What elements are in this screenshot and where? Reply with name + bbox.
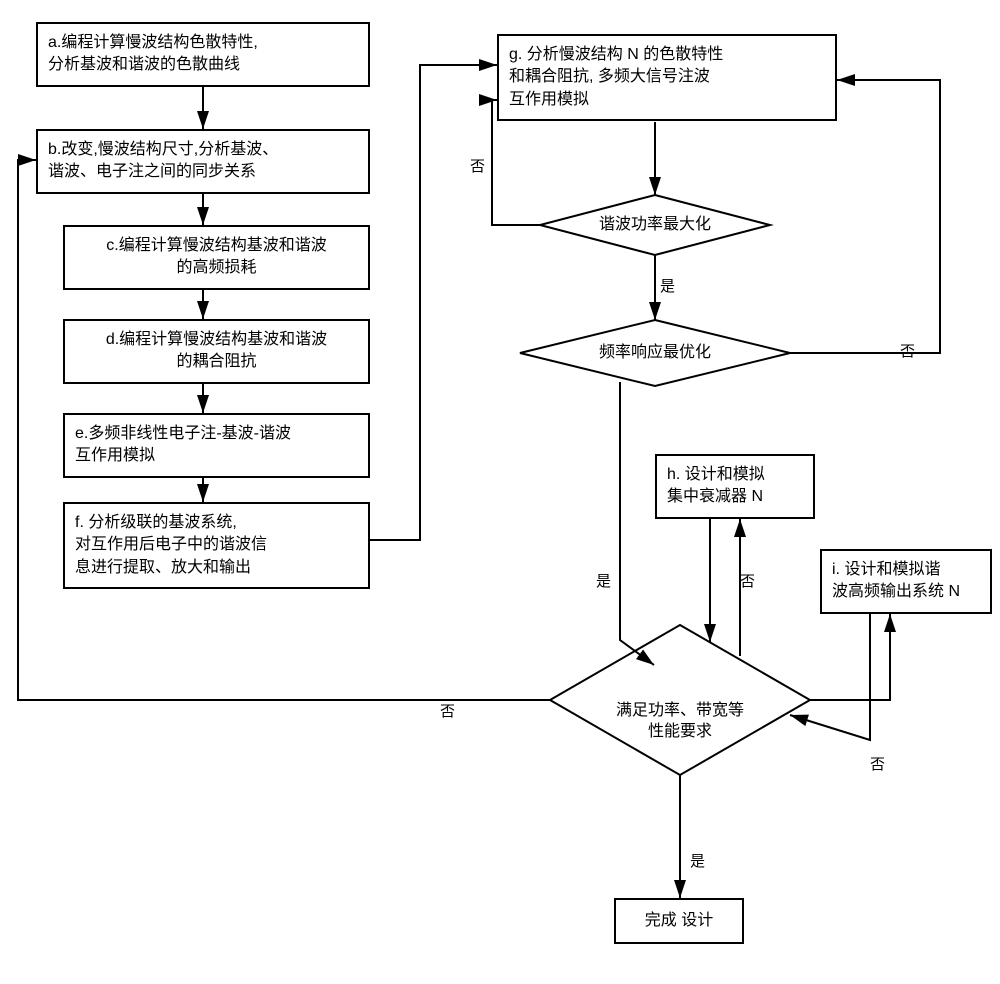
box-f: f. 分析级联的基波系统, 对互作用后电子中的谐波信 息进行提取、放大和输出 xyxy=(63,502,370,589)
box-e-text: e.多频非线性电子注-基波-谐波 互作用模拟 xyxy=(75,425,291,464)
box-a-text: a.编程计算慢波结构色散特性, 分析基波和谐波的色散曲线 xyxy=(48,34,258,73)
box-c-text: c.编程计算慢波结构基波和谐波 的高频损耗 xyxy=(106,237,326,276)
diamond-3-text: 满足功率、带宽等 性能要求 xyxy=(580,680,780,742)
diamond-2-text: 频率响应最优化 xyxy=(570,343,740,364)
label-yes-2: 是 xyxy=(596,570,611,591)
box-e: e.多频非线性电子注-基波-谐波 互作用模拟 xyxy=(63,413,370,478)
label-no-5: 否 xyxy=(870,753,885,774)
label-yes-1: 是 xyxy=(660,275,675,296)
box-h: h. 设计和模拟 集中衰减器 N xyxy=(655,454,815,519)
box-d-text: d.编程计算慢波结构基波和谐波 的耦合阻抗 xyxy=(106,331,327,370)
box-g-text: g. 分析慢波结构 N 的色散特性 和耦合阻抗, 多频大信号注波 互作用模拟 xyxy=(509,46,723,108)
label-yes-3: 是 xyxy=(690,850,705,871)
label-no-2: 否 xyxy=(900,340,915,361)
box-c: c.编程计算慢波结构基波和谐波 的高频损耗 xyxy=(63,225,370,290)
box-done-text: 完成 设计 xyxy=(645,912,713,929)
box-a: a.编程计算慢波结构色散特性, 分析基波和谐波的色散曲线 xyxy=(36,22,370,87)
box-b: b.改变,慢波结构尺寸,分析基波、 谐波、电子注之间的同步关系 xyxy=(36,129,370,194)
box-g: g. 分析慢波结构 N 的色散特性 和耦合阻抗, 多频大信号注波 互作用模拟 xyxy=(497,34,837,121)
diamond-1-text: 谐波功率最大化 xyxy=(570,215,740,236)
box-h-text: h. 设计和模拟 集中衰减器 N xyxy=(667,466,765,505)
label-no-3: 否 xyxy=(740,570,755,591)
box-i-text: i. 设计和模拟谐 波高频输出系统 N xyxy=(832,561,960,600)
box-f-text: f. 分析级联的基波系统, 对互作用后电子中的谐波信 息进行提取、放大和输出 xyxy=(75,514,267,576)
box-b-text: b.改变,慢波结构尺寸,分析基波、 谐波、电子注之间的同步关系 xyxy=(48,141,278,180)
label-no-1: 否 xyxy=(470,155,485,176)
box-i: i. 设计和模拟谐 波高频输出系统 N xyxy=(820,549,992,614)
box-d: d.编程计算慢波结构基波和谐波 的耦合阻抗 xyxy=(63,319,370,384)
label-no-4: 否 xyxy=(440,700,455,721)
box-done: 完成 设计 xyxy=(614,898,744,944)
